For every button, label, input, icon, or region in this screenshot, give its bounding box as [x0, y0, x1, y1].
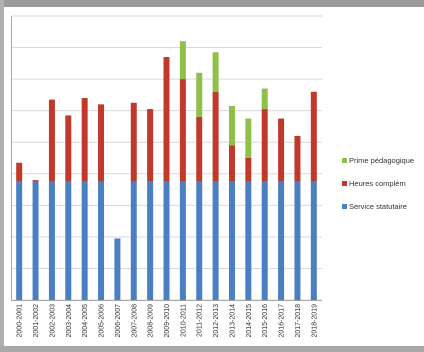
- x-tick-label: 2005-2006: [99, 304, 106, 338]
- bar-segment-prime: [228, 105, 235, 146]
- bar-segment-service: [32, 181, 39, 300]
- bar-segment-service: [114, 238, 121, 300]
- window-bottom-edge: [0, 346, 424, 352]
- x-tick-label: 2018-2019: [311, 304, 318, 338]
- x-tick-labels: 2000-2001 2001-2002 2002-2003 2003-2004 2004…: [17, 304, 319, 338]
- x-tick-label: 2001-2002: [33, 304, 40, 338]
- bar-segment-service: [48, 181, 55, 300]
- bars: [16, 41, 317, 300]
- bar-segment-prime: [196, 72, 203, 117]
- x-tick-label: 2008-2009: [148, 304, 155, 338]
- bar-segment-service: [65, 181, 72, 300]
- bar-segment-heures: [16, 162, 23, 182]
- x-tick-label: 2003-2004: [66, 304, 73, 338]
- bar-segment-service: [163, 181, 170, 300]
- bar-segment-heures: [65, 115, 72, 182]
- bar-segment-service: [16, 181, 23, 300]
- x-tick-label: 2006-2007: [115, 304, 122, 338]
- axes: [11, 16, 322, 301]
- bar-segment-prime: [212, 52, 219, 92]
- x-tick-label: 2013-2014: [229, 304, 236, 338]
- legend-label-service: Service statutaire: [349, 202, 407, 211]
- window-top-edge: [0, 0, 424, 7]
- legend: Prime pédagogique Heures complém Service…: [342, 156, 424, 225]
- bar-segment-prime: [179, 41, 186, 80]
- bar-segment-service: [261, 181, 268, 300]
- bar-segment-service: [310, 181, 317, 300]
- x-tick-label: 2016-2017: [279, 304, 286, 338]
- bar-segment-heures: [32, 180, 39, 182]
- bar-segment-heures: [212, 91, 219, 182]
- bar-segment-heures: [179, 79, 186, 182]
- x-tick-label: 2002-2003: [49, 304, 56, 338]
- x-tick-label: 2007-2008: [131, 304, 138, 338]
- bar-segment-service: [278, 181, 285, 300]
- bar-segment-service: [179, 181, 186, 300]
- bar-segment-heures: [261, 109, 268, 182]
- x-tick-label: 2010-2011: [180, 304, 187, 337]
- x-tick-label: 2012-2013: [213, 304, 220, 338]
- bar-segment-heures: [163, 57, 170, 182]
- x-tick-label: 2015-2016: [262, 304, 269, 338]
- legend-item-heures: Heures complém: [342, 179, 424, 191]
- bar-segment-heures: [245, 158, 252, 182]
- bar-segment-heures: [278, 118, 285, 182]
- bar-segment-prime: [245, 118, 252, 158]
- legend-label-prime: Prime pédagogique: [349, 156, 415, 165]
- legend-item-prime: Prime pédagogique: [342, 156, 424, 168]
- x-tick-label: 2011-2012: [197, 304, 204, 337]
- bar-segment-heures: [98, 104, 105, 182]
- legend-swatch-prime: [342, 158, 347, 163]
- bar-segment-service: [147, 181, 154, 300]
- bar-segment-service: [81, 181, 88, 300]
- x-tick-label: 2004-2005: [82, 304, 89, 338]
- window-left-edge: [0, 0, 4, 352]
- bar-segment-prime: [261, 88, 268, 110]
- bar-segment-service: [212, 181, 219, 300]
- bar-segment-heures: [48, 99, 55, 182]
- x-tick-label: 2000-2001: [17, 304, 24, 338]
- bar-segment-heures: [196, 116, 203, 182]
- bar-segment-service: [228, 181, 235, 300]
- bar-segment-heures: [228, 145, 235, 182]
- bar-segment-heures: [130, 102, 137, 182]
- bar-segment-heures: [147, 109, 154, 182]
- x-tick-label: 2009-2010: [164, 304, 171, 338]
- bar-segment-heures: [310, 91, 317, 182]
- bar-segment-service: [294, 181, 301, 300]
- bar-segment-heures: [294, 135, 301, 182]
- x-tick-label: 2014-2015: [246, 304, 253, 338]
- x-tick-label: 2017-2018: [295, 304, 302, 338]
- legend-label-heures: Heures complém: [349, 179, 406, 188]
- bar-segment-service: [196, 181, 203, 300]
- bar-segment-service: [245, 181, 252, 300]
- bar-segment-service: [130, 181, 137, 300]
- legend-swatch-service: [342, 204, 347, 209]
- bar-segment-heures: [81, 98, 88, 182]
- bar-segment-service: [98, 181, 105, 300]
- legend-swatch-heures: [342, 181, 347, 186]
- legend-item-service: Service statutaire: [342, 202, 424, 214]
